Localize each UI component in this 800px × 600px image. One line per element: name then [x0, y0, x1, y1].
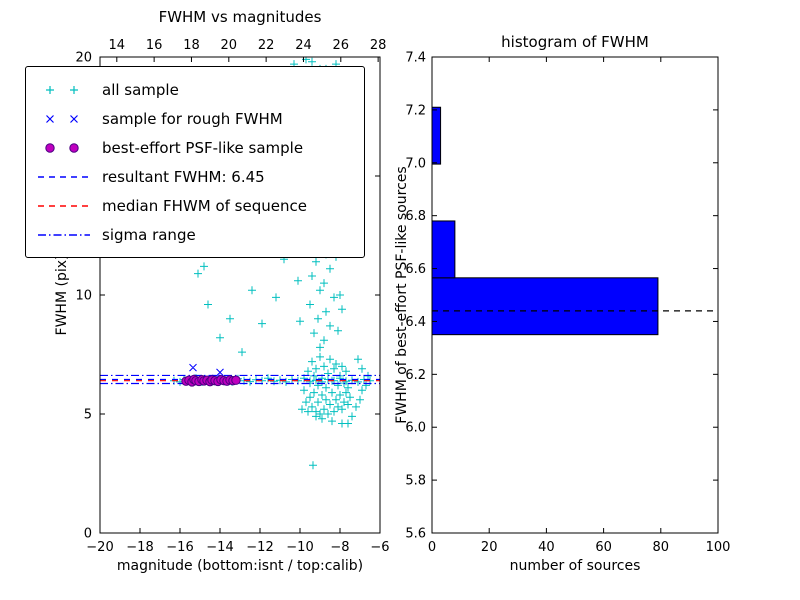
left-chart-title: FWHM vs magnitudes	[158, 8, 322, 26]
x-tick-label: 100	[706, 540, 731, 555]
x-tick-label: 40	[538, 540, 555, 555]
y-tick-label: 6.2	[405, 368, 426, 383]
y-tick-label: 7.2	[405, 103, 426, 118]
y-tick-label: 6.8	[405, 209, 426, 224]
y-tick-label: 7.0	[405, 156, 426, 171]
y-tick-label: 5.8	[405, 474, 426, 489]
histogram-bar	[431, 277, 659, 336]
y-tick-label: 0	[84, 527, 92, 542]
top-x-tick-label: 28	[370, 38, 387, 53]
y-tick-label: 6.0	[405, 421, 426, 436]
legend-label: all sample	[102, 80, 179, 99]
legend: all sample sample for rough FWHM best-effo…	[25, 66, 365, 258]
legend-item: resultant FWHM: 6.45	[36, 162, 354, 191]
y-tick-label: 6.4	[405, 315, 426, 330]
legend-item: sample for rough FWHM	[36, 104, 354, 133]
right-chart-title: histogram of FWHM	[501, 33, 649, 51]
x-tick-label: −6	[370, 540, 389, 555]
top-x-tick-label: 26	[333, 38, 350, 53]
histogram-bar	[431, 106, 442, 165]
y-tick-label: 7.4	[405, 51, 426, 66]
reference-lines	[100, 374, 380, 385]
x-legend-marker-icon	[36, 111, 92, 127]
histogram-bar	[431, 220, 456, 279]
legend-item: median FHWM of sequence	[36, 191, 354, 220]
dashed-line-legend-marker-icon	[36, 169, 92, 185]
legend-label: best-effort PSF-like sample	[102, 138, 304, 157]
top-x-tick-label: 18	[183, 38, 200, 53]
left-axes-ticks: −20 −18 −16 −14 −12 −10 −8 −6 14 16 18 20 22 24 26 28 0 5…	[75, 38, 389, 555]
y-tick-label: 20	[75, 51, 92, 66]
right-y-axis-label: FWHM of best-effort PSF-like sources	[394, 166, 410, 424]
legend-label: resultant FWHM: 6.45	[102, 167, 265, 186]
x-tick-label: −8	[330, 540, 349, 555]
dashdot-line-legend-marker-icon	[36, 227, 92, 243]
top-x-tick-label: 20	[221, 38, 238, 53]
y-tick-label: 6.6	[405, 262, 426, 277]
psf-like-points	[181, 374, 241, 387]
top-x-tick-label: 24	[295, 38, 312, 53]
x-tick-label: −12	[246, 540, 273, 555]
legend-label: sample for rough FWHM	[102, 109, 283, 128]
legend-item: sigma range	[36, 220, 354, 249]
x-tick-label: 60	[595, 540, 612, 555]
dashed-line-legend-marker-icon	[36, 198, 92, 214]
top-x-tick-label: 16	[146, 38, 163, 53]
left-y-axis-label: FWHM (pix)	[54, 254, 70, 336]
x-tick-label: −16	[166, 540, 193, 555]
x-tick-label: 80	[653, 540, 670, 555]
top-x-tick-label: 22	[258, 38, 275, 53]
plus-legend-marker-icon	[36, 82, 92, 98]
legend-item: all sample	[36, 75, 354, 104]
y-tick-label: 5	[84, 408, 92, 423]
right-x-axis-label: number of sources	[509, 558, 641, 574]
x-tick-label: −14	[206, 540, 233, 555]
legend-item: best-effort PSF-like sample	[36, 133, 354, 162]
x-tick-label: 0	[428, 540, 436, 555]
right-axes-ticks: 0 20 40 60 80 100 5.6 5.8 6.0 6.2 6.4 6.6 6.8 7.0 7.2 7…	[405, 51, 730, 556]
circle-legend-marker-icon	[36, 140, 92, 156]
right-axes-frame	[431, 56, 719, 534]
legend-label: sigma range	[102, 225, 196, 244]
x-tick-label: −18	[126, 540, 153, 555]
top-x-tick-label: 14	[109, 38, 126, 53]
y-tick-label: 5.6	[405, 527, 426, 542]
legend-label: median FHWM of sequence	[102, 196, 307, 215]
x-tick-label: 20	[481, 540, 498, 555]
left-x-axis-label: magnitude (bottom:isnt / top:calib)	[116, 558, 364, 574]
x-tick-label: −20	[86, 540, 113, 555]
histogram-bars	[431, 106, 659, 336]
x-tick-label: −10	[286, 540, 313, 555]
left-plot-area	[100, 57, 380, 470]
y-tick-label: 10	[75, 289, 92, 304]
